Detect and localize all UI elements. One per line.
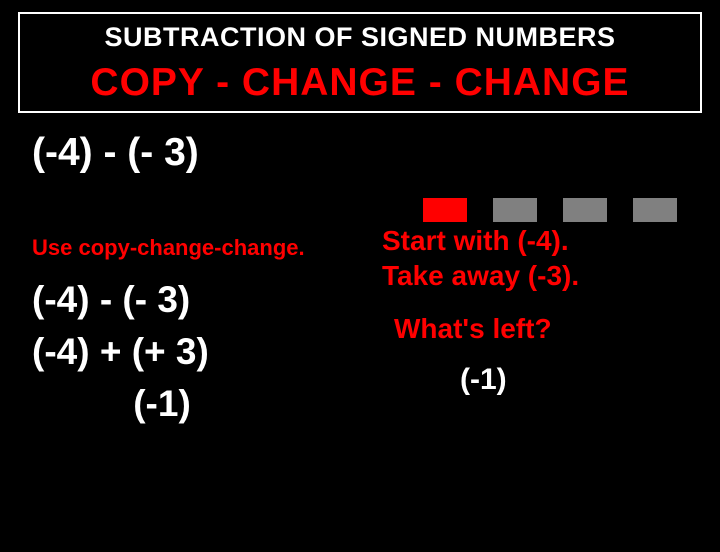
instruction-text: Use copy-change-change. bbox=[32, 235, 382, 261]
counter-squares bbox=[423, 198, 677, 222]
counter-square-gray bbox=[493, 198, 537, 222]
header-box: SUBTRACTION OF SIGNED NUMBERS COPY - CHA… bbox=[18, 12, 702, 113]
explanation-question: What's left? bbox=[394, 313, 688, 345]
counter-square-red bbox=[423, 198, 467, 222]
header-rule: COPY - CHANGE - CHANGE bbox=[32, 61, 688, 105]
step-1: (-4) - (- 3) bbox=[32, 279, 382, 321]
counter-square-gray bbox=[563, 198, 607, 222]
step-2: (-4) + (+ 3) bbox=[32, 331, 382, 373]
result-left: (-1) bbox=[32, 383, 292, 425]
problem-expression: (-4) - (- 3) bbox=[32, 131, 688, 175]
content-row: Use copy-change-change. (-4) - (- 3) (-4… bbox=[32, 223, 688, 425]
explanation-answer: (-1) bbox=[460, 363, 688, 397]
content-area: (-4) - (- 3) Use copy-change-change. (-4… bbox=[0, 131, 720, 425]
explanation-line2: Take away (-3). bbox=[382, 258, 688, 293]
counter-square-gray bbox=[633, 198, 677, 222]
explanation-line1: Start with (-4). bbox=[382, 223, 688, 258]
header-title: SUBTRACTION OF SIGNED NUMBERS bbox=[32, 22, 688, 53]
right-column: Start with (-4). Take away (-3). What's … bbox=[382, 223, 688, 425]
left-column: Use copy-change-change. (-4) - (- 3) (-4… bbox=[32, 223, 382, 425]
